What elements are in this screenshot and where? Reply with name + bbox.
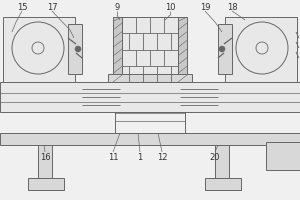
Text: 19: 19 [200,2,210,11]
Bar [266,142,300,170]
Bar [28,178,64,190]
Bar [38,145,52,182]
Text: 17: 17 [47,2,57,11]
Bar [115,112,185,133]
Bar [113,17,122,82]
Bar [215,145,229,182]
Text: 9: 9 [114,2,120,11]
Bar [3,17,75,82]
Circle shape [219,46,225,52]
Circle shape [12,22,64,74]
Bar [0,82,300,112]
Text: 11: 11 [108,154,118,162]
Bar [108,74,192,82]
Bar [122,17,178,82]
Text: 20: 20 [210,154,220,162]
Bar [225,17,297,82]
Bar [205,178,241,190]
Text: 12: 12 [157,154,167,162]
Text: 18: 18 [227,2,237,11]
Bar [178,17,187,82]
Text: 1: 1 [137,154,142,162]
Text: 16: 16 [40,154,50,162]
Bar [218,24,232,74]
Circle shape [75,46,81,52]
Bar [0,133,300,145]
Text: 10: 10 [165,2,175,11]
Text: 15: 15 [17,2,27,11]
Bar [68,24,82,74]
Circle shape [236,22,288,74]
